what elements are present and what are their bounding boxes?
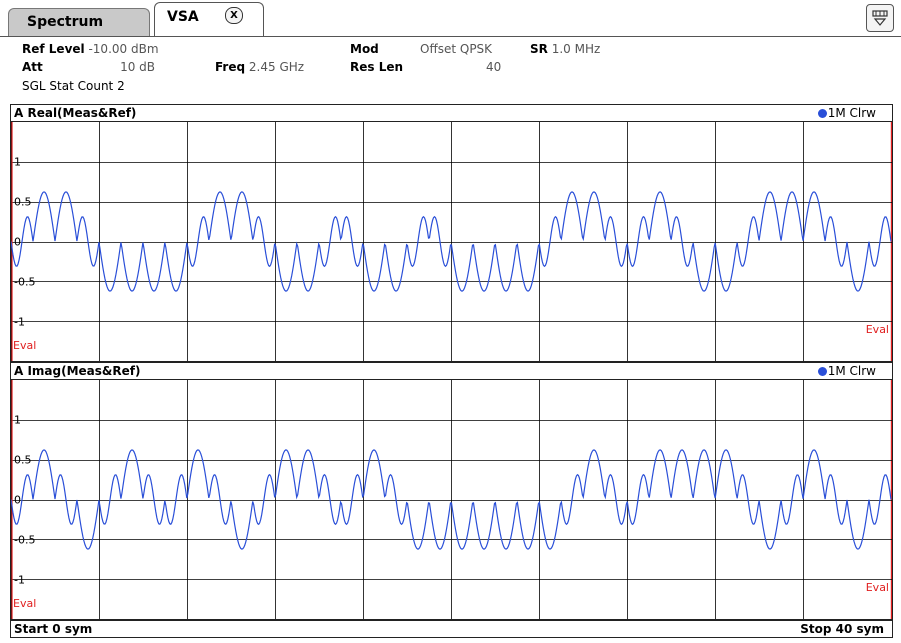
start-label: Start 0 sym [14, 622, 93, 636]
tab-underline [0, 36, 901, 37]
pane-real-title-bar: A Real(Meas&Ref) 1M Clrw [11, 105, 892, 122]
mod-info: Mod [350, 42, 379, 56]
att-info: Att [22, 60, 43, 74]
ref-level-value: -10.00 dBm [88, 42, 159, 56]
window-menu-icon [872, 10, 888, 26]
window-menu-button[interactable] [866, 4, 894, 32]
pane-imag-legend-label: 1M Clrw [827, 364, 876, 378]
pane-real: A Real(Meas&Ref) 1M Clrw 1 0.5 0 -0.5 -1 Eval… [10, 104, 893, 362]
y-tick-label: 1 [14, 156, 21, 169]
stop-label: Stop 40 sym [800, 622, 884, 636]
y-tick-label: 0 [14, 494, 21, 507]
tab-spectrum[interactable]: Spectrum [8, 8, 150, 36]
ref-level-label: Ref Level [22, 42, 85, 56]
mod-value: Offset QPSK [420, 42, 493, 56]
y-tick-label: 0.5 [14, 196, 32, 209]
trace-line [11, 449, 892, 550]
eval-marker-left: Eval [13, 597, 36, 610]
y-tick-label: -0.5 [14, 276, 35, 289]
pane-imag-title: A Imag(Meas&Ref) [14, 364, 141, 378]
status-footer: Start 0 sym Stop 40 sym [10, 620, 893, 638]
tab-vsa-label: VSA [167, 9, 199, 25]
pane-real-legend-label: 1M Clrw [827, 106, 876, 120]
att-value: 10 dB [120, 60, 155, 74]
res-len-value: 40 [486, 60, 502, 74]
eval-marker-left: Eval [13, 339, 36, 352]
mod-label: Mod [350, 42, 379, 56]
att-label: Att [22, 60, 43, 74]
y-tick-label: 1 [14, 414, 21, 427]
sr-value: 1.0 MHz [551, 42, 601, 56]
freq-value: 2.45 GHz [248, 60, 305, 74]
y-tick-label: 0 [14, 236, 21, 249]
freq-label: Freq [215, 60, 246, 74]
pane-imag-legend: 1M Clrw [817, 364, 876, 378]
y-tick-label: -1 [14, 316, 25, 329]
res-len-value-wrap: 40 [486, 60, 501, 74]
tab-spectrum-label: Spectrum [27, 14, 104, 30]
pane-imag-title-bar: A Imag(Meas&Ref) 1M Clrw [11, 363, 892, 380]
sgl-stat-info: SGL Stat Count 2 [22, 79, 125, 93]
sr-info: SR 1.0 MHz [530, 42, 600, 56]
freq-info: Freq 2.45 GHz [215, 60, 304, 74]
plot-imag[interactable]: 1 0.5 0 -0.5 -1 Eval Eval [11, 380, 892, 619]
tab-bar: Spectrum VSA X [0, 0, 901, 38]
trace-dot-icon [817, 367, 827, 376]
eval-marker-right: Eval [866, 581, 889, 594]
tab-vsa[interactable]: VSA X [154, 2, 264, 36]
sgl-stat-count: SGL Stat Count 2 [22, 79, 125, 93]
close-tab-button[interactable]: X [225, 7, 243, 24]
ref-level-info: Ref Level -10.00 dBm [22, 42, 159, 56]
pane-real-title: A Real(Meas&Ref) [14, 106, 137, 120]
pane-real-legend: 1M Clrw [817, 106, 876, 120]
y-tick-label: -0.5 [14, 534, 35, 547]
plot-real[interactable]: 1 0.5 0 -0.5 -1 Eval Eval [11, 122, 892, 361]
sr-label: SR [530, 42, 548, 56]
y-tick-label: -1 [14, 574, 25, 587]
trace-dot-icon [817, 109, 827, 118]
att-value-wrap: 10 dB [120, 60, 155, 74]
pane-imag: A Imag(Meas&Ref) 1M Clrw 1 0.5 0 -0.5 -1 Eval… [10, 362, 893, 620]
mod-value-wrap: Offset QPSK [420, 42, 492, 56]
trace-line [11, 191, 892, 292]
res-len-label: Res Len [350, 60, 404, 74]
y-tick-label: 0.5 [14, 454, 32, 467]
eval-marker-right: Eval [866, 323, 889, 336]
res-len-info: Res Len [350, 60, 403, 74]
